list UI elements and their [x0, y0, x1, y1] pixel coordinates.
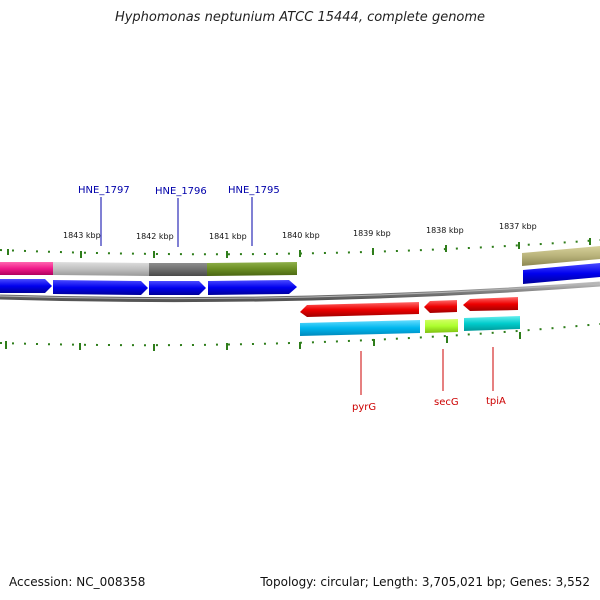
gene-label-hne1795[interactable]: HNE_1795 — [228, 185, 280, 196]
gene-feature-tpia[interactable] — [464, 316, 520, 331]
cds-arrow-reverse[interactable] — [424, 300, 457, 313]
bottom-gene-track — [300, 316, 520, 336]
gene-label-pyrg[interactable]: pyrG — [352, 402, 376, 413]
genome-summary-text: Topology: circular; Length: 3,705,021 bp… — [260, 575, 590, 589]
top-gene-labels: HNE_1797 HNE_1796 HNE_1795 — [78, 185, 280, 247]
gene-feature-khaki[interactable] — [522, 246, 600, 266]
genome-backbone — [0, 281, 600, 303]
tick-label: 1838 kbp — [426, 226, 464, 235]
tick-label: 1841 kbp — [209, 232, 247, 241]
map-title: Hyphomonas neptunium ATCC 15444, complet… — [114, 10, 486, 25]
cds-arrow-reverse[interactable] — [463, 297, 518, 311]
accession-text: Accession: NC_008358 — [9, 575, 146, 589]
tick-label: 1839 kbp — [353, 229, 391, 238]
gene-label-hne1796[interactable]: HNE_1796 — [155, 186, 207, 197]
bottom-gene-labels: pyrG secG tpiA — [352, 347, 506, 413]
gene-label-tpia[interactable]: tpiA — [486, 396, 506, 407]
gene-feature-pyrg[interactable] — [300, 320, 420, 336]
gene-label-secg[interactable]: secG — [434, 397, 459, 408]
tick-label: 1842 kbp — [136, 232, 174, 241]
forward-cds-track — [0, 263, 600, 295]
cds-arrow[interactable] — [523, 263, 600, 284]
gene-label-hne1797[interactable]: HNE_1797 — [78, 185, 130, 196]
tick-label: 1837 kbp — [499, 222, 537, 231]
tick-label: 1843 kbp — [63, 231, 101, 240]
tick-labels: 1843 kbp 1842 kbp 1841 kbp 1840 kbp 1839… — [63, 222, 537, 241]
gene-feature-pink[interactable] — [0, 262, 53, 275]
cds-arrow[interactable] — [208, 280, 297, 295]
gene-feature-hne1796[interactable] — [149, 263, 207, 276]
cds-arrow[interactable] — [149, 281, 206, 295]
outer-tick-ring — [0, 238, 600, 258]
cds-arrow[interactable] — [0, 279, 52, 293]
gene-feature-hne1797[interactable] — [53, 262, 149, 276]
gene-feature-hne1795[interactable] — [207, 262, 297, 276]
cds-arrow[interactable] — [53, 280, 148, 295]
gene-feature-secg[interactable] — [425, 319, 458, 333]
inner-tick-ring — [0, 323, 600, 351]
tick-label: 1840 kbp — [282, 231, 320, 240]
reverse-cds-track — [300, 297, 518, 317]
top-gene-track — [0, 246, 600, 276]
cds-arrow-reverse[interactable] — [300, 302, 419, 317]
